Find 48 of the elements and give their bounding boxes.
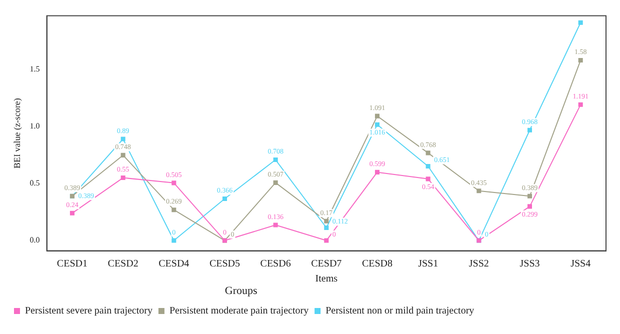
legend-label: Persistent moderate pain trajectory — [169, 306, 309, 317]
x-axis-title: Items — [315, 273, 338, 284]
x-tick-label: JSS3 — [520, 258, 540, 270]
point — [273, 158, 278, 162]
x-tick-label: CESD8 — [362, 258, 393, 270]
point — [426, 164, 430, 169]
point — [172, 208, 176, 212]
y-tick-label: 1.5 — [30, 64, 40, 74]
point — [374, 170, 380, 174]
x-tick-label: CESD6 — [260, 258, 291, 270]
point — [578, 58, 583, 63]
point — [324, 225, 329, 230]
x-tick-label: CESD7 — [311, 258, 342, 270]
point — [273, 180, 278, 185]
point — [172, 238, 176, 243]
y-axis-title: BEI value (z-score) — [12, 98, 22, 169]
point — [172, 180, 176, 186]
legend-label: Persistent non or mild pain trajectory — [326, 306, 474, 317]
legend-label: Persistent severe pain trajectory — [25, 306, 152, 317]
point — [120, 152, 126, 158]
point — [324, 238, 329, 243]
x-tick-label: JSS1 — [418, 258, 438, 270]
point — [374, 122, 380, 127]
point — [222, 196, 227, 202]
y-tick-label: 1.0 — [30, 122, 40, 131]
point — [120, 136, 126, 142]
y-tick-label: 0.0 — [30, 236, 40, 245]
point — [273, 222, 278, 228]
point — [527, 128, 532, 132]
legend-title: Groups — [224, 285, 258, 298]
point — [426, 176, 430, 182]
x-tick-label: JSS4 — [570, 258, 591, 270]
point — [578, 102, 583, 107]
x-tick-label: JSS2 — [468, 258, 489, 270]
point — [70, 210, 74, 216]
y-tick-label: 0.5 — [30, 178, 40, 188]
x-tick-label: CESD5 — [209, 258, 240, 270]
point — [324, 218, 329, 224]
x-tick-label: CESD4 — [158, 258, 190, 270]
point — [476, 188, 482, 194]
point — [374, 114, 380, 118]
point — [527, 204, 532, 209]
x-tick-label: CESD1 — [56, 258, 88, 270]
x-tick-label: CESD2 — [108, 258, 138, 270]
point — [426, 150, 430, 156]
point — [527, 194, 532, 198]
point — [120, 176, 126, 180]
point — [578, 20, 583, 25]
